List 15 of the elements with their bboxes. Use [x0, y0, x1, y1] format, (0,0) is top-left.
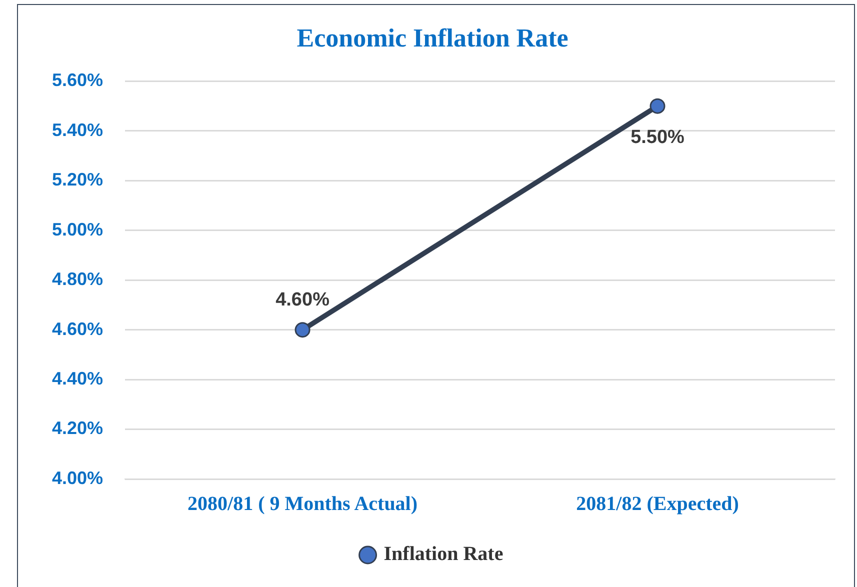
- x-tick-label: 2080/81 ( 9 Months Actual): [188, 493, 418, 516]
- data-label: 5.50%: [630, 126, 685, 148]
- y-tick-label: 4.40%: [52, 368, 104, 389]
- y-tick-label: 4.80%: [52, 269, 104, 290]
- y-tick-label: 5.60%: [52, 70, 104, 90]
- chart-title: Economic Inflation Rate: [296, 23, 568, 52]
- legend-label: Inflation Rate: [384, 543, 504, 566]
- y-tick-label: 5.40%: [52, 120, 104, 140]
- y-tick-label: 4.60%: [52, 318, 104, 339]
- y-tick-label: 5.00%: [52, 219, 104, 240]
- y-tick-label: 4.20%: [52, 418, 104, 438]
- data-label: 4.60%: [276, 290, 330, 311]
- x-tick-label: 2081/82 (Expected): [576, 493, 739, 516]
- y-tick-label: 5.20%: [52, 170, 104, 190]
- y-tick-label: 4.00%: [52, 468, 104, 488]
